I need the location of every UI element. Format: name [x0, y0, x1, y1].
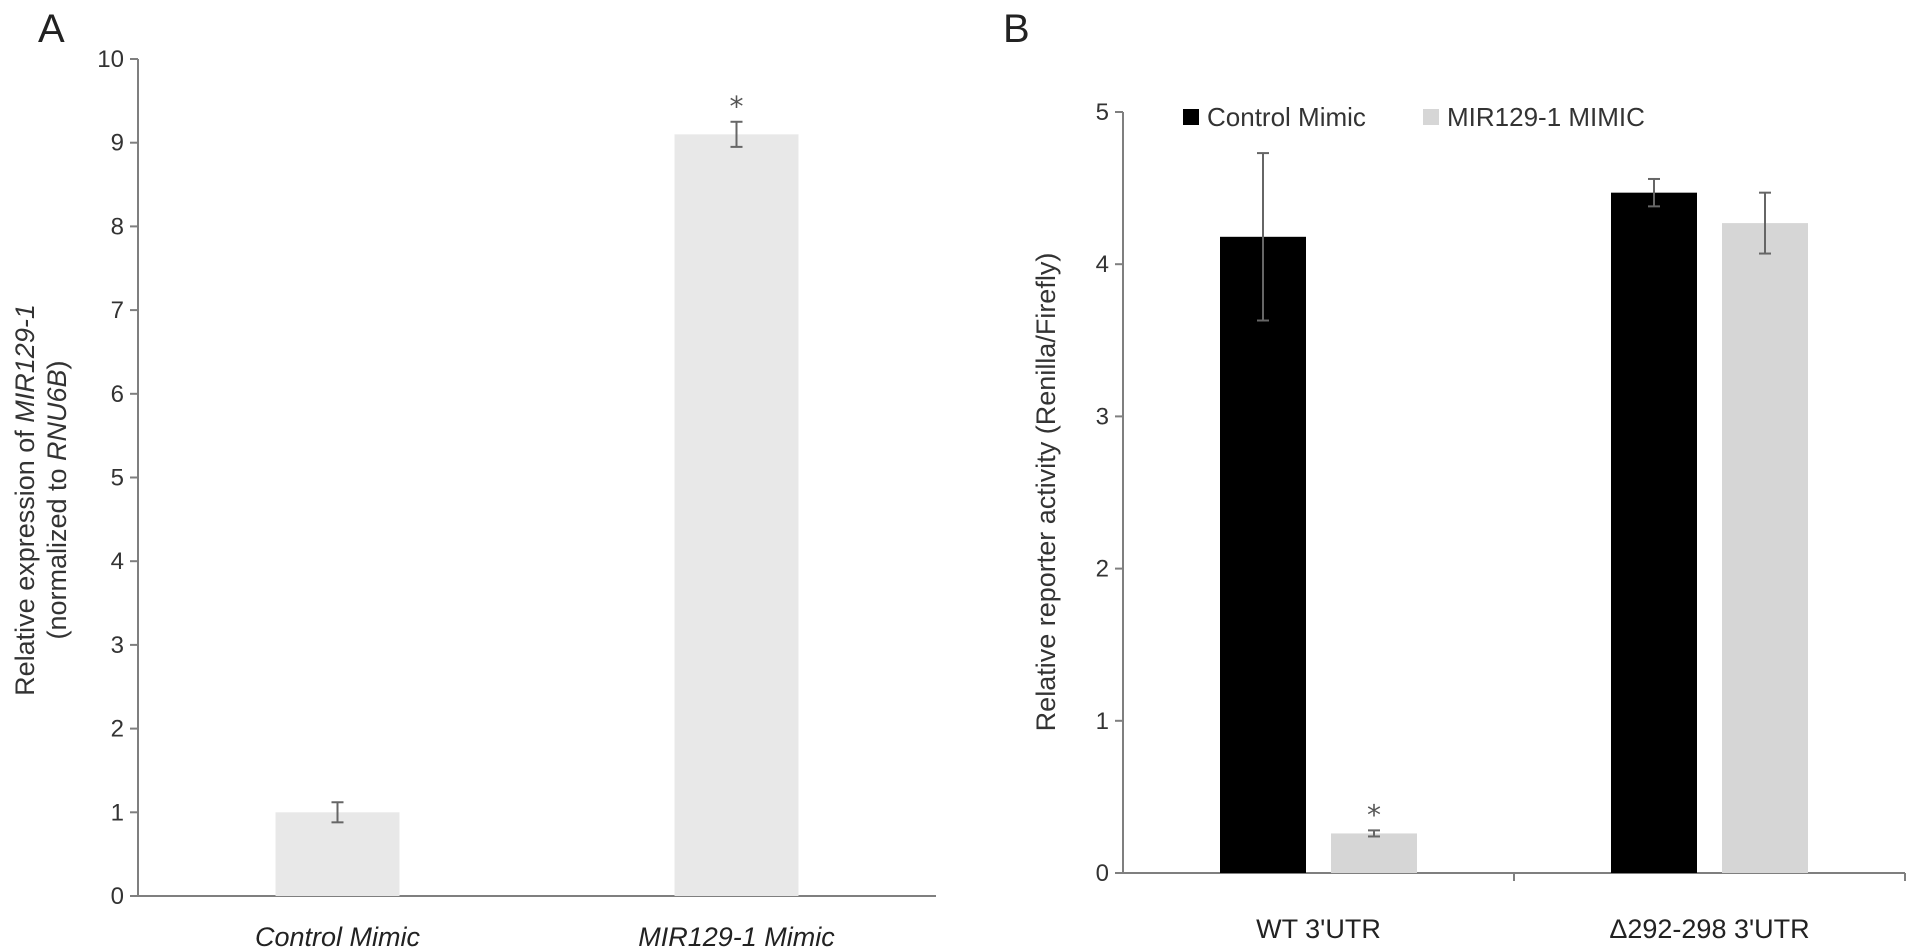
panel-a-tick-label: 6: [111, 381, 124, 408]
panel-a-tick-label: 4: [111, 548, 124, 575]
panel-a-y-axis-title-line-2: (normalized to RNU6B): [42, 360, 72, 639]
panel-a-tick-label: 1: [111, 799, 124, 826]
panel-b-letter: B: [1003, 7, 1030, 51]
panel-a-tick-label: 10: [97, 46, 124, 73]
panel-a-y-axis-title: Relative expression of MIR129-1(normaliz…: [10, 304, 72, 696]
panel-a-error-bar: [730, 120, 743, 148]
panel-b-bar: [1331, 833, 1417, 873]
panel-a-category-label: MIR129-1 Mimic: [638, 922, 835, 952]
panel-b-legend-swatch: [1183, 109, 1199, 125]
panel-b-tick-label: 3: [1096, 403, 1109, 430]
panel-a-y-axis-title-line-1: Relative expression of MIR129-1: [10, 304, 40, 696]
panel-a-tick-label: 0: [111, 883, 124, 910]
panel-b-tick-label: 4: [1096, 251, 1109, 278]
panel-a-letter: A: [38, 7, 65, 51]
panel-a-significance-marker: *: [730, 90, 744, 123]
panel-a-category-label: Control Mimic: [255, 922, 421, 952]
panel-b-legend-label: MIR129-1 MIMIC: [1447, 102, 1645, 132]
panel-b-legend-label: Control Mimic: [1207, 102, 1366, 132]
panel-b-tick-label: 2: [1096, 556, 1109, 583]
panel-b-category-label: WT 3'UTR: [1256, 914, 1381, 944]
panel-b-tick-label: 1: [1096, 708, 1109, 735]
panel-b-error-bar: [1648, 177, 1660, 208]
panel-b-bars: *: [1220, 152, 1906, 881]
panel-b-error-bar: [1257, 152, 1269, 322]
panel-a-bar: [674, 134, 799, 896]
panel-a-tick-label: 7: [111, 297, 124, 324]
panel-a-tick-label: 2: [111, 716, 124, 743]
panel-b-bar: [1722, 223, 1808, 873]
panel-b-legend-item: Control Mimic: [1183, 102, 1366, 132]
panel-a-bar: [275, 812, 400, 896]
panel-a-tick-label: 3: [111, 632, 124, 659]
panel-b-category-label: Δ292-298 3'UTR: [1609, 914, 1809, 944]
panel-b-tick-label: 0: [1096, 860, 1109, 887]
panel-b-y-ticks: 0 1 2 3 4 5: [1096, 99, 1123, 887]
panel-b-y-axis-title: Relative reporter activity (Renilla/Fire…: [1031, 253, 1061, 732]
panel-b-error-bar: [1368, 829, 1380, 838]
panel-a-y-ticks: 0 1 2 3 4 5 6 7 8 9 10: [97, 46, 138, 910]
panel-a-tick-label: 5: [111, 465, 124, 492]
panel-b-category-labels: WT 3'UTR Δ292-298 3'UTR: [1256, 914, 1809, 944]
panel-b: B Relative reporter activity (Renilla/Fi…: [1003, 7, 1906, 944]
panel-b-bar: [1611, 192, 1697, 873]
panel-a-bars: *: [275, 90, 799, 896]
panel-b-bar: [1220, 236, 1306, 873]
panel-a-category-labels: Control Mimic MIR129-1 Mimic: [255, 922, 835, 952]
panel-b-tick-label: 5: [1096, 99, 1109, 126]
panel-b-legend-swatch: [1423, 109, 1439, 125]
panel-a-tick-label: 9: [111, 130, 124, 157]
panel-a-tick-label: 8: [111, 213, 124, 240]
panel-b-legend-item: MIR129-1 MIMIC: [1423, 102, 1645, 132]
panel-b-significance-marker: *: [1367, 798, 1381, 831]
panel-b-legend: Control Mimic MIR129-1 MIMIC: [1183, 102, 1645, 132]
panel-b-error-bar: [1759, 191, 1771, 255]
panel-a: A Relative expression of MIR129-1(normal…: [10, 7, 936, 952]
panel-a-error-bar: [331, 801, 344, 824]
